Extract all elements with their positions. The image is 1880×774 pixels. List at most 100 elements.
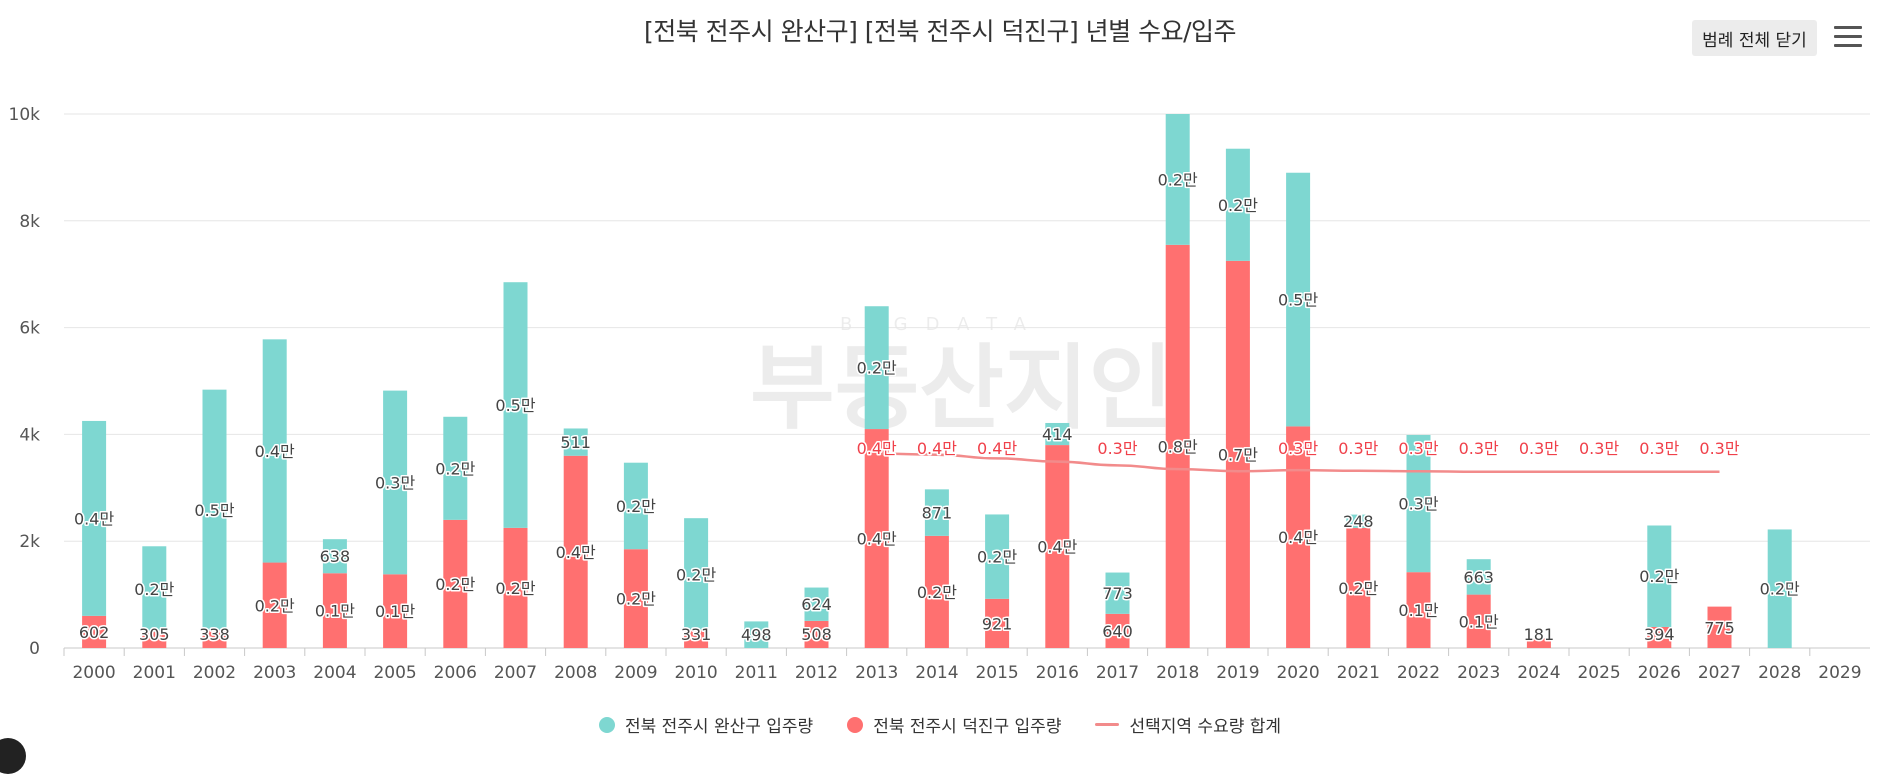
bar-wansan — [563, 428, 588, 456]
bar-wansan — [864, 306, 889, 430]
bar-wansan — [1466, 559, 1491, 595]
bar-wansan — [1767, 529, 1792, 648]
x-tick-label: 2002 — [193, 663, 236, 683]
x-tick-label: 2024 — [1517, 663, 1560, 683]
x-tick-label: 2011 — [735, 663, 778, 683]
x-tick-label: 2026 — [1638, 663, 1681, 683]
x-tick-label: 2023 — [1457, 663, 1500, 683]
demand-line — [876, 452, 1720, 474]
bar-wansan — [985, 514, 1010, 599]
bar-wansan — [142, 546, 167, 632]
hamburger-menu-icon[interactable] — [1834, 26, 1862, 50]
data-label-deokjin: 0.4만 — [857, 530, 897, 549]
bar-deokjin — [864, 429, 889, 648]
data-label-demand: 0.3만 — [1699, 439, 1739, 458]
data-label-demand: 0.4만 — [857, 439, 897, 458]
legend-toggle-button[interactable]: 범례 전체 닫기 — [1692, 20, 1817, 56]
y-tick-label: 8k — [19, 212, 40, 232]
x-tick-label: 2014 — [915, 663, 958, 683]
data-label-wansan: 414 — [1042, 425, 1073, 444]
bar-wansan — [1045, 422, 1070, 446]
bar-wansan — [202, 389, 227, 630]
data-label-deokjin: 331 — [681, 625, 712, 644]
data-label-wansan: 638 — [320, 547, 351, 566]
bar-wansan — [1346, 514, 1371, 528]
legend-label: 전북 전주시 완산구 입주량 — [624, 717, 814, 737]
data-label-deokjin: 0.1만 — [1459, 612, 1499, 631]
bar-deokjin — [1045, 445, 1070, 648]
data-label-deokjin: 0.1만 — [375, 602, 415, 621]
data-label-wansan: 773 — [1102, 584, 1133, 603]
bar-deokjin — [1647, 626, 1672, 648]
data-label-deokjin: 508 — [801, 625, 832, 644]
x-tick-label: 2022 — [1397, 663, 1440, 683]
x-tick-label: 2009 — [614, 663, 657, 683]
data-label-demand: 0.3만 — [1278, 439, 1318, 458]
bar-wansan — [623, 462, 648, 550]
x-tick-label: 2008 — [554, 663, 597, 683]
bar-wansan — [383, 390, 408, 575]
data-label-wansan: 0.5만 — [194, 501, 234, 520]
data-label-wansan: 0.2만 — [977, 548, 1017, 567]
y-axis: 0 2k 4k 6k 8k 10k — [9, 105, 41, 659]
bar-deokjin — [1346, 527, 1371, 648]
data-label-demand: 0.4만 — [977, 439, 1017, 458]
legend-item-deokjin[interactable]: 전북 전주시 덕진구 입주량 — [847, 712, 1061, 737]
menu-bar — [1834, 44, 1862, 47]
data-label-wansan: 0.4만 — [255, 442, 295, 461]
data-label-demand: 0.3만 — [1579, 439, 1619, 458]
bar-wansan — [924, 489, 949, 536]
data-label-wansan: 248 — [1343, 512, 1374, 531]
x-tick-label: 2000 — [72, 663, 115, 683]
x-tick-label: 2007 — [494, 663, 537, 683]
data-label-deokjin: 775 — [1704, 618, 1735, 637]
x-tick-label: 2013 — [855, 663, 898, 683]
legend-marker-line-icon — [1095, 723, 1120, 726]
x-tick-label: 2028 — [1758, 663, 1801, 683]
legend-label: 선택지역 수요량 합계 — [1129, 717, 1282, 737]
x-tick-label: 2020 — [1276, 663, 1319, 683]
data-label-demand: 0.4만 — [917, 439, 957, 458]
x-tick-label: 2027 — [1698, 663, 1741, 683]
data-label-deokjin: 602 — [79, 623, 110, 642]
bar-deokjin — [1406, 572, 1431, 648]
data-label-wansan: 663 — [1463, 568, 1494, 587]
legend-marker-circle-icon — [847, 716, 864, 733]
data-label-demand: 0.3만 — [1519, 439, 1559, 458]
data-label-wansan: 0.4만 — [74, 509, 114, 528]
data-label-wansan: 0.2만 — [134, 580, 174, 599]
bar-wansan — [1165, 114, 1190, 245]
x-tick-label: 2025 — [1577, 663, 1620, 683]
menu-bar — [1834, 35, 1862, 38]
bar-wansan — [82, 420, 107, 616]
data-label-deokjin: 0.8만 — [1158, 437, 1198, 456]
data-label-wansan: 0.3만 — [375, 473, 415, 492]
bar-wansan — [1647, 525, 1672, 627]
data-label-wansan: 0.2만 — [1639, 567, 1679, 586]
data-label-deokjin: 0.1만 — [1398, 601, 1438, 620]
x-tick-label: 2015 — [975, 663, 1018, 683]
bar-deokjin — [1707, 606, 1732, 648]
x-tick-label: 2010 — [674, 663, 717, 683]
bar-wansan — [1105, 572, 1130, 614]
bar-wansan — [1406, 434, 1431, 573]
data-label-wansan: 0.5만 — [1278, 291, 1318, 310]
data-label-demand: 0.3만 — [1639, 439, 1679, 458]
data-label-deokjin: 640 — [1102, 622, 1133, 641]
legend-item-wansan[interactable]: 전북 전주시 완산구 입주량 — [598, 712, 814, 737]
bar-deokjin — [804, 620, 829, 648]
data-label-demand: 0.3만 — [1398, 439, 1438, 458]
data-label-wansan: 0.2만 — [857, 359, 897, 378]
y-tick-label: 2k — [19, 532, 40, 552]
legend-item-demand-total[interactable]: 선택지역 수요량 합계 — [1095, 712, 1281, 737]
data-label-deokjin: 921 — [982, 614, 1013, 633]
data-label-wansan: 624 — [801, 595, 832, 614]
bar-deokjin — [262, 562, 287, 648]
data-labels: 602 305 338 0.2만 0.1만 0.1만 0.2만 0.2만 0.4만 0.2만 331… — [73, 169, 1802, 646]
x-tick-label: 2004 — [313, 663, 356, 683]
x-tick-label: 2012 — [795, 663, 838, 683]
bar-deokjin — [503, 527, 528, 648]
data-label-deokjin: 338 — [199, 625, 230, 644]
bar-wansan — [684, 518, 709, 631]
x-tick-label: 2001 — [133, 663, 176, 683]
